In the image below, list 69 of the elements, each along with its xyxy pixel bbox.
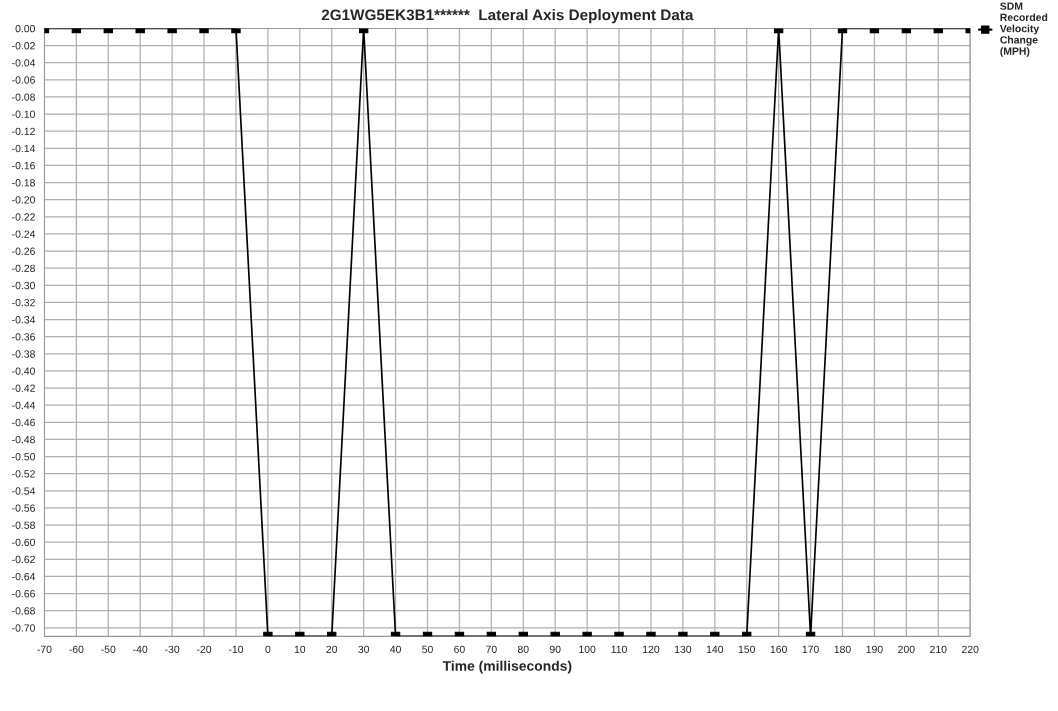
y-tick-label: -0.32 [12, 298, 35, 307]
y-tick-label: -0.20 [12, 196, 35, 204]
y-tick-label: -0.58 [12, 521, 35, 529]
y-tick-label: -0.28 [12, 264, 35, 273]
y-tick-label: -0.60 [12, 538, 35, 547]
y-tick-label: -0.40 [12, 367, 35, 375]
y-tick-label: -0.18 [12, 179, 35, 187]
x-tick-label: 50 [422, 645, 433, 654]
x-tick-label: 150 [738, 645, 756, 654]
x-tick-label: 170 [802, 645, 819, 654]
x-tick-label: 90 [549, 645, 561, 654]
x-tick-label: -10 [228, 645, 244, 654]
y-tick-label: -0.56 [12, 504, 35, 512]
x-tick-label: 120 [643, 645, 660, 654]
x-tick-label: 80 [517, 645, 529, 654]
x-tick-label: 60 [454, 645, 465, 654]
y-tick-label: -0.50 [12, 453, 35, 461]
y-tick-label: -0.64 [12, 572, 36, 581]
y-tick-label: -0.06 [12, 76, 35, 84]
y-tick-label: -0.30 [12, 281, 35, 290]
y-tick-label: -0.44 [12, 401, 36, 410]
y-tick-label: -0.10 [12, 110, 35, 118]
x-tick-label: 180 [834, 645, 851, 654]
x-tick-label: 210 [930, 645, 947, 654]
x-tick-label: 100 [579, 645, 596, 654]
y-tick-label: -0.38 [12, 350, 35, 358]
x-tick-label: -40 [133, 645, 148, 654]
y-tick-label: -0.54 [12, 487, 36, 495]
x-tick-label: -70 [37, 645, 52, 654]
x-tick-label: 200 [898, 645, 915, 654]
y-tick-label: -0.26 [12, 247, 35, 255]
legend-label: SDM Recorded Velocity Change (MPH) [999, 2, 1048, 57]
x-tick-label: 130 [674, 645, 692, 654]
y-tick-label: -0.12 [12, 127, 35, 136]
x-tick-label: 190 [866, 645, 883, 654]
y-tick-label: -0.04 [12, 59, 36, 67]
y-tick-label: -0.36 [12, 333, 35, 341]
y-tick-label: -0.66 [12, 590, 35, 598]
x-tick-label: -50 [101, 645, 116, 654]
x-tick-label: 20 [326, 645, 338, 654]
y-tick-label: -0.14 [12, 144, 36, 153]
y-tick-label: -0.08 [12, 93, 35, 101]
y-tick-label: -0.48 [12, 435, 35, 444]
y-tick-label: -0.42 [12, 384, 35, 392]
y-tick-label: -0.02 [12, 42, 35, 50]
y-tick-label: -0.46 [12, 418, 35, 427]
y-tick-label: -0.70 [12, 624, 35, 632]
x-tick-label: 40 [390, 645, 401, 654]
x-tick-label: -60 [69, 645, 84, 654]
x-tick-label: 160 [770, 645, 787, 654]
y-tick-label: -0.24 [12, 230, 36, 238]
y-tick-label: -0.62 [12, 555, 35, 564]
x-tick-label: -20 [196, 645, 212, 654]
chart-title: 2G1WG5EK3B1****** Lateral Axis Deployment Data [321, 9, 694, 24]
x-tick-label: 220 [962, 645, 979, 654]
y-tick-label: -0.68 [12, 607, 35, 615]
y-tick-label: -0.34 [12, 316, 36, 324]
x-axis-title: Time (milliseconds) [442, 660, 572, 674]
x-tick-label: 110 [611, 645, 627, 654]
y-tick-label: -0.22 [12, 213, 35, 221]
x-tick-label: 140 [706, 645, 724, 654]
x-tick-label: -30 [165, 645, 180, 654]
y-tick-label: -0.52 [12, 470, 35, 478]
x-tick-label: 30 [358, 645, 370, 654]
x-tick-label: 70 [486, 645, 497, 654]
x-tick-label: 0 [265, 645, 271, 654]
y-tick-label: -0.16 [12, 161, 35, 170]
x-tick-label: 10 [294, 645, 306, 654]
y-tick-label: 0.00 [15, 24, 35, 33]
